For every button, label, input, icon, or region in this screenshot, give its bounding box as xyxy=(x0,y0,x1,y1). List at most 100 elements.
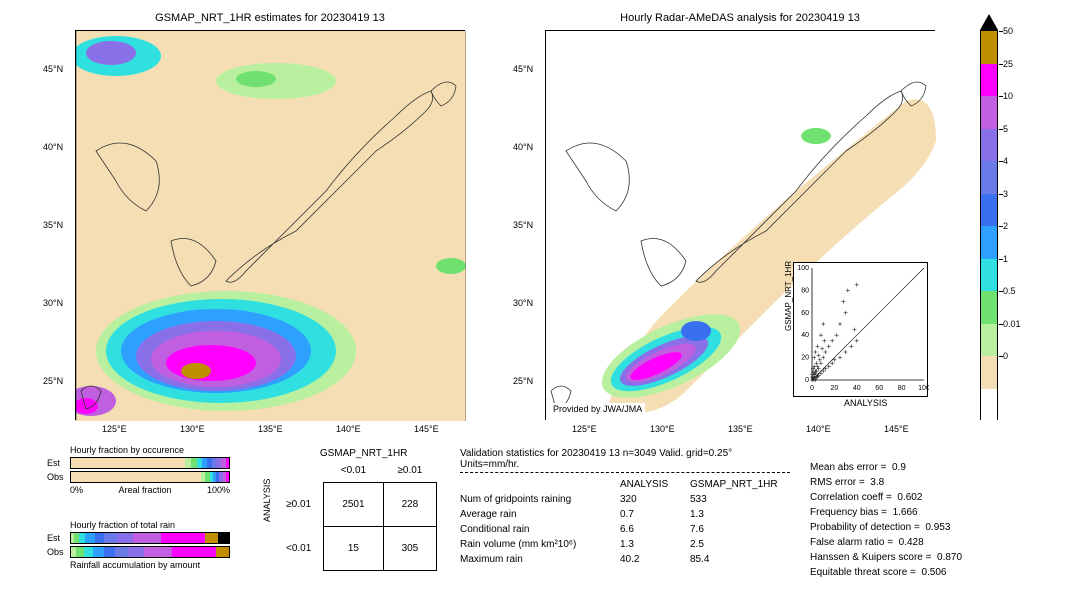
tot-obs-label: Obs xyxy=(47,547,64,557)
scatter-point xyxy=(813,378,817,382)
ytick: 40°N xyxy=(513,142,533,152)
scatter-point xyxy=(813,350,817,354)
bar-seg xyxy=(104,547,115,557)
xtick: 145°E xyxy=(884,424,909,434)
val-ch1: ANALYSIS xyxy=(620,479,690,490)
validation-row: Average rain0.71.3 xyxy=(460,507,790,522)
colorbar-seg xyxy=(981,226,997,259)
score-label: Frequency bias = xyxy=(810,507,887,518)
score-label: False alarm ratio = xyxy=(810,537,893,548)
map-attribution: Provided by JWA/JMA xyxy=(550,403,645,415)
score-row: False alarm ratio = 0.428 xyxy=(810,535,1060,550)
ctab-rh1: <0.01 xyxy=(274,527,324,571)
scatter-point xyxy=(853,328,857,332)
ytick: 45°N xyxy=(43,64,63,74)
colorbar-tick: 0.5 xyxy=(1003,286,1016,296)
scatter-point xyxy=(827,344,831,348)
colorbar-tick: 0.01 xyxy=(1003,319,1021,329)
colorbar-tick: 0 xyxy=(1003,351,1008,361)
scatter-point xyxy=(814,376,818,380)
left-map-svg xyxy=(76,31,466,421)
ctab-ch0: <0.01 xyxy=(324,459,383,483)
scatter-point xyxy=(832,358,836,362)
totalrain-title: Hourly fraction of total rain xyxy=(70,520,230,530)
scatter-point xyxy=(830,361,834,365)
scatter-point xyxy=(830,339,834,343)
scatter-point xyxy=(844,350,848,354)
scatter-point xyxy=(823,350,827,354)
colorbar-tick: 1 xyxy=(1003,254,1008,264)
contingency-table: <0.01 ≥0.01 ≥0.01 2501 228 <0.01 15 305 xyxy=(274,459,437,571)
validation-row: Num of gridpoints raining320533 xyxy=(460,492,790,507)
scatter-point xyxy=(819,333,823,337)
val-b: 533 xyxy=(690,494,790,505)
xtick: 135°E xyxy=(258,424,283,434)
colorbar-seg xyxy=(981,324,997,357)
val-label: Num of gridpoints raining xyxy=(460,494,620,505)
scatter-point xyxy=(855,339,859,343)
score-row: Probability of detection = 0.953 xyxy=(810,520,1060,535)
scatter-point xyxy=(827,365,831,369)
colorbar-seg xyxy=(981,291,997,324)
scatter-point xyxy=(821,356,825,360)
scatter-point xyxy=(819,361,823,365)
xtick: 130°E xyxy=(650,424,675,434)
ctab-col-title: GSMAP_NRT_1HR xyxy=(290,448,437,459)
ytick: 30°N xyxy=(513,298,533,308)
scatter-point xyxy=(821,322,825,326)
occ-est-label: Est xyxy=(47,458,60,468)
scatter-point xyxy=(844,311,848,315)
scatter-point xyxy=(855,283,859,287)
occ-xl: 0% xyxy=(70,485,83,495)
bar-seg xyxy=(93,547,104,557)
bar-seg xyxy=(226,458,229,468)
score-value: 0.602 xyxy=(897,492,922,503)
colorbar-seg xyxy=(981,356,997,389)
occurrence-obs-bar: Obs xyxy=(70,471,230,483)
bar-seg xyxy=(71,472,201,482)
ytick: 45°N xyxy=(513,64,533,74)
colorbar: 502510543210.50.010 xyxy=(980,30,998,420)
bar-seg xyxy=(226,472,229,482)
svg-text:80: 80 xyxy=(898,385,906,392)
score-value: 1.666 xyxy=(893,507,918,518)
scatter-point xyxy=(816,375,820,379)
val-b: 85.4 xyxy=(690,554,790,565)
colorbar-tick: 5 xyxy=(1003,124,1008,134)
scatter-xlabel: ANALYSIS xyxy=(844,398,887,408)
svg-text:20: 20 xyxy=(831,385,839,392)
ctab-rh0: ≥0.01 xyxy=(274,483,324,527)
svg-text:0: 0 xyxy=(810,385,814,392)
score-label: Equitable threat score = xyxy=(810,567,916,578)
val-label: Maximum rain xyxy=(460,554,620,565)
scatter-point xyxy=(838,356,842,360)
bar-seg xyxy=(161,533,205,543)
colorbar-arrow-top xyxy=(980,14,998,30)
occ-obs-label: Obs xyxy=(47,472,64,482)
occ-xr: 100% xyxy=(207,485,230,495)
svg-text:40: 40 xyxy=(801,332,809,339)
val-a: 1.3 xyxy=(620,539,690,550)
scatter-point xyxy=(813,369,817,373)
score-row: Hanssen & Kuipers score = 0.870 xyxy=(810,550,1060,565)
bar-seg xyxy=(115,547,128,557)
scatter-inset: 002020404060608080100100 ANALYSIS GSMAP_… xyxy=(793,262,928,397)
ytick: 25°N xyxy=(513,376,533,386)
score-row: Mean abs error = 0.9 xyxy=(810,460,1060,475)
colorbar-seg xyxy=(981,64,997,97)
ytick: 40°N xyxy=(43,142,63,152)
scatter-point xyxy=(817,374,821,378)
scores-block: Mean abs error = 0.9RMS error = 3.8Corre… xyxy=(810,460,1060,580)
occurrence-title: Hourly fraction by occurence xyxy=(70,445,230,455)
left-map-title: GSMAP_NRT_1HR estimates for 20230419 13 xyxy=(75,12,465,24)
val-label: Conditional rain xyxy=(460,524,620,535)
totalrain-block: Hourly fraction of total rain Est Obs Ra… xyxy=(70,520,230,570)
scatter-point xyxy=(835,333,839,337)
validation-row: Maximum rain40.285.4 xyxy=(460,552,790,567)
score-value: 0.506 xyxy=(921,567,946,578)
colorbar-seg xyxy=(981,96,997,129)
colorbar-tick: 2 xyxy=(1003,221,1008,231)
scatter-point xyxy=(838,322,842,326)
xtick: 125°E xyxy=(102,424,127,434)
scatter-point xyxy=(810,372,814,376)
